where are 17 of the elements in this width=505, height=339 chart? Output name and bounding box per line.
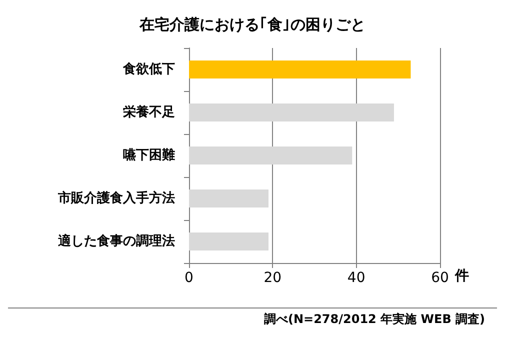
x-tick-label: 60: [431, 270, 449, 286]
y-tick-label: 適した食事の調理法: [57, 233, 175, 249]
x-tick-label: 20: [264, 270, 282, 286]
bar: [189, 104, 394, 122]
bar: [189, 232, 268, 250]
bar: [189, 190, 268, 208]
y-tick-label: 食欲低下: [122, 62, 175, 77]
x-tick-label: 40: [347, 270, 366, 286]
x-axis-title: 件: [454, 268, 469, 284]
y-tick-label: 栄養不足: [123, 104, 175, 120]
y-tick-label: 嚥下困難: [123, 148, 175, 163]
bar: [189, 60, 411, 78]
x-tick-label: 0: [184, 270, 194, 286]
y-tick-label: 市販介護食入手方法: [57, 190, 175, 206]
bar: [189, 146, 352, 164]
chart-title: 在宅介護における｢食｣の困りごと: [138, 16, 366, 34]
text: 調べ(N=278/2012 年実施 WEB 調査): [262, 312, 486, 326]
